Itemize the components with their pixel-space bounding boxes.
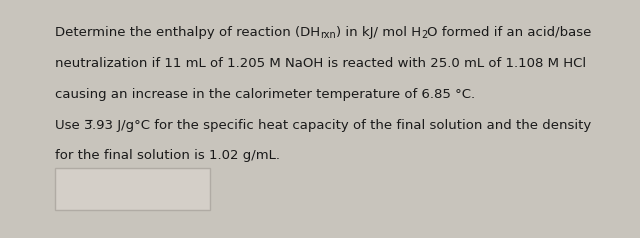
Text: Determine the enthalpy of reaction (DH: Determine the enthalpy of reaction (DH [55,26,320,39]
Text: 2: 2 [421,30,427,40]
Text: rxn: rxn [320,30,336,40]
Text: Use: Use [55,119,84,132]
FancyBboxPatch shape [55,168,210,210]
Text: O formed if an acid/base: O formed if an acid/base [427,26,591,39]
Text: for the final solution is 1.02 g/mL.: for the final solution is 1.02 g/mL. [55,149,280,162]
Text: ) in kJ/ mol H: ) in kJ/ mol H [336,26,421,39]
Text: 3: 3 [84,119,92,132]
Text: .93 J/g°C for the specific heat capacity of the final solution and the density: .93 J/g°C for the specific heat capacity… [92,119,591,132]
Text: causing an increase in the calorimeter temperature of 6.85 °C.: causing an increase in the calorimeter t… [55,88,475,101]
Text: neutralization if 11 mL of 1.205 M NaOH is reacted with 25.0 mL of 1.108 M HCl: neutralization if 11 mL of 1.205 M NaOH … [55,57,586,70]
